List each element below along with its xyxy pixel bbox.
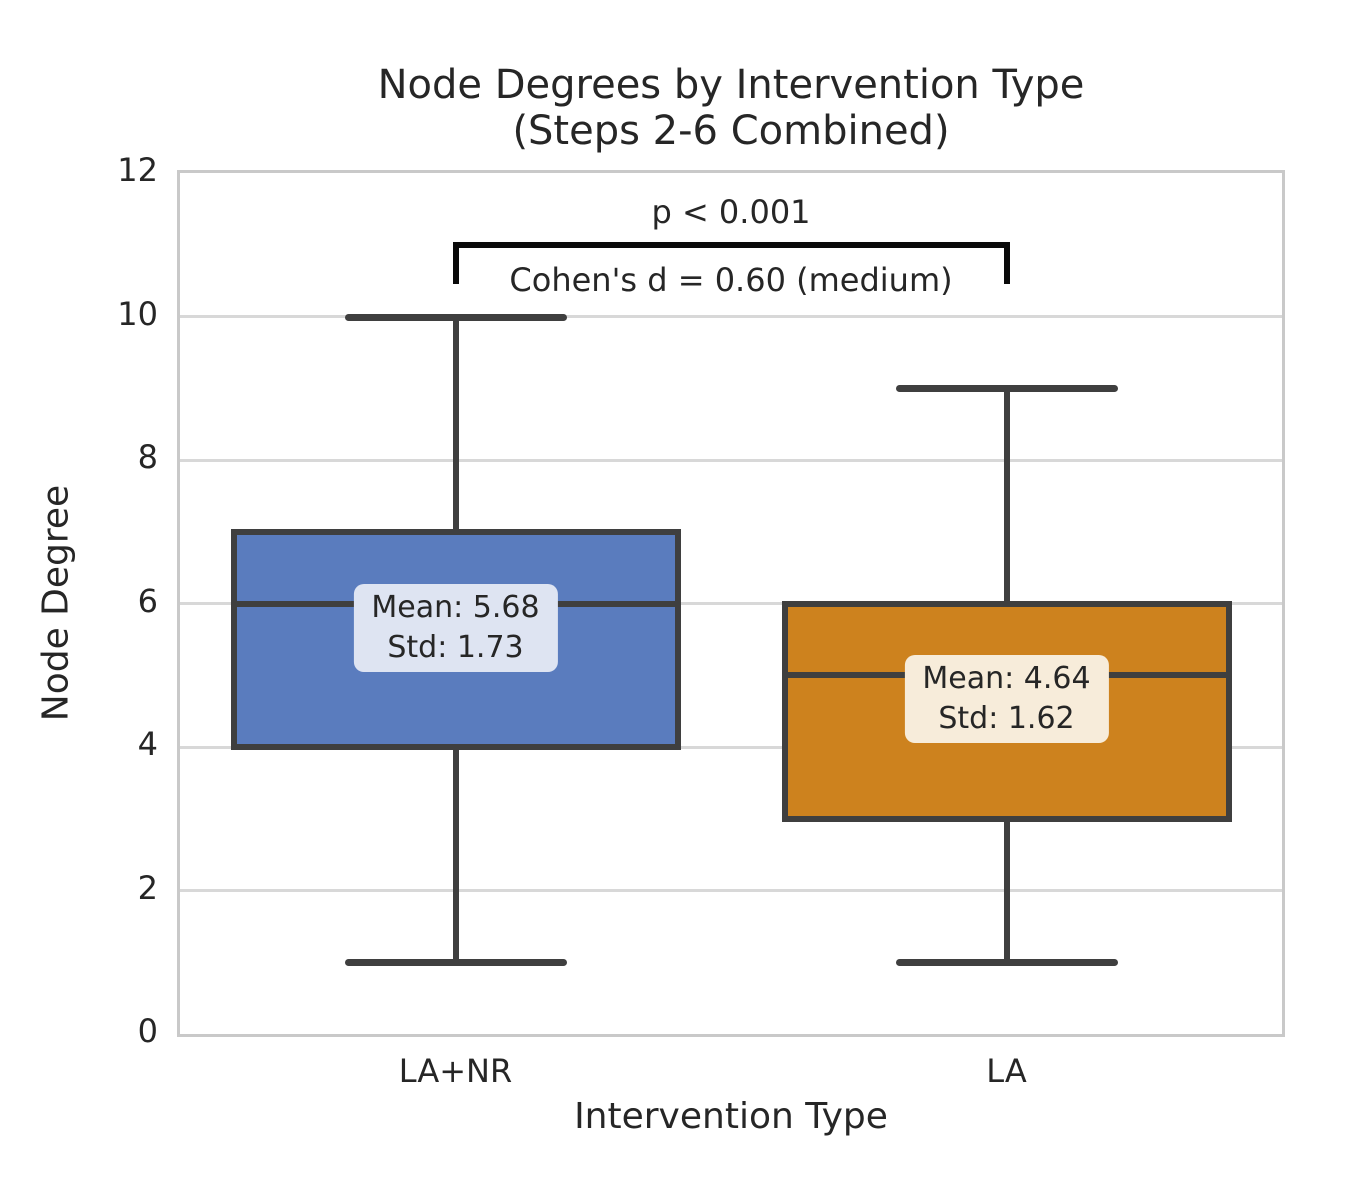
gridline [180, 745, 1282, 749]
y-tick-label: 12 [117, 151, 158, 189]
mean-std-annotation: Mean: 4.64 Std: 1.62 [904, 655, 1109, 744]
mean-std-annotation-line: Mean: 5.68 [371, 589, 540, 625]
y-tick-label: 10 [117, 294, 158, 333]
gridline [180, 889, 1282, 892]
mean-std-annotation-line: Mean: 4.64 [922, 661, 1091, 697]
p-value-label: p < 0.001 [651, 192, 811, 231]
x-tick-labels: LA+NR LA [177, 1050, 1285, 1092]
lower-whisker-cap [895, 959, 1118, 967]
y-tick-label: 8 [137, 438, 158, 476]
y-tick-label: 0 [137, 1012, 158, 1050]
upper-whisker-cap [344, 313, 567, 321]
chart-title: Node Degrees by Intervention Type (Steps… [177, 62, 1285, 154]
x-tick-label: LA [986, 1052, 1027, 1090]
mean-std-annotation-line: Std: 1.62 [938, 701, 1075, 737]
significance-bracket-left-tick [452, 241, 459, 284]
y-tick-label: 2 [137, 868, 158, 907]
mean-std-annotation-line: Std: 1.73 [387, 629, 524, 665]
chart-title-line1: Node Degrees by Intervention Type [377, 62, 1085, 108]
x-axis-label: Intervention Type [574, 1096, 888, 1137]
upper-whisker-cap [895, 385, 1118, 393]
x-tick-label: LA+NR [398, 1052, 513, 1090]
lower-whisker-line [452, 747, 459, 963]
chart-title-line2: (Steps 2-6 Combined) [512, 108, 950, 154]
plot-area: Mean: 5.68 Std: 1.73 Mean: 4.64 Std: 1.62 p … [177, 170, 1285, 1037]
significance-bracket-right-tick [1003, 241, 1010, 284]
effect-size-label: Cohen's d = 0.60 (medium) [509, 260, 953, 299]
upper-whisker-line [452, 316, 459, 532]
lower-whisker-line [1003, 818, 1010, 963]
lower-whisker-cap [344, 959, 567, 967]
y-tick-label: 4 [137, 725, 158, 763]
y-tick-labels: 0 2 4 6 8 10 12 [0, 151, 158, 1050]
gridline [180, 602, 1282, 605]
gridline [180, 315, 1282, 318]
mean-std-annotation: Mean: 5.68 Std: 1.73 [353, 583, 558, 672]
significance-bracket [452, 241, 1010, 248]
upper-whisker-line [1003, 388, 1010, 604]
gridline [180, 458, 1282, 462]
y-tick-label: 6 [137, 581, 158, 620]
